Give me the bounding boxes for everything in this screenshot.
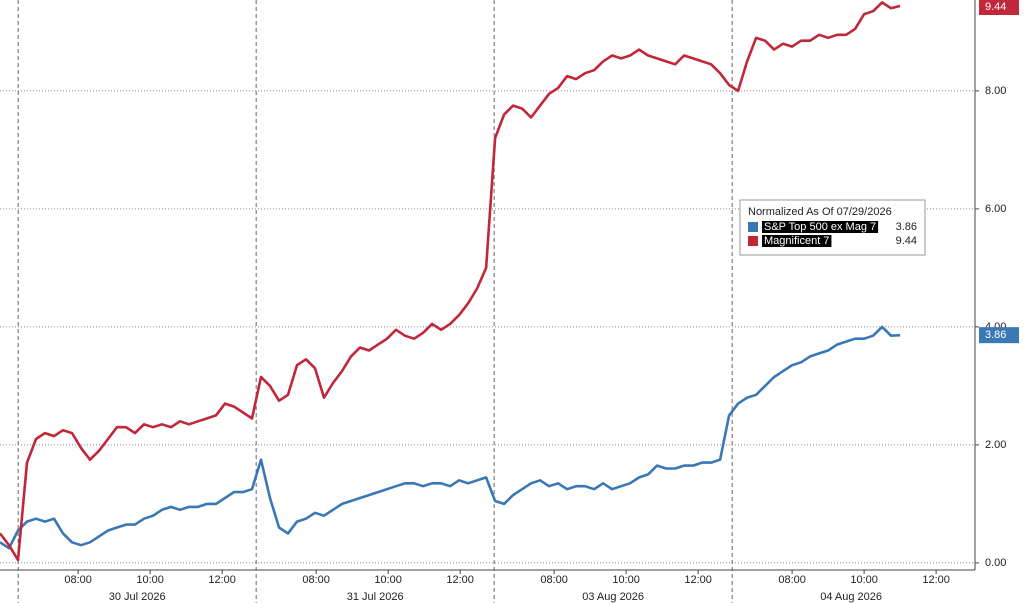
y-tick-label: 8.00 (985, 85, 1006, 97)
legend-title: Normalized As Of 07/29/2026 (748, 206, 892, 218)
legend-swatch (748, 222, 758, 232)
y-tick-label: 2.00 (985, 439, 1006, 451)
y-tick-label: 0.00 (985, 557, 1006, 569)
x-tick-label: 10:00 (374, 574, 402, 586)
series-line (0, 1, 901, 562)
x-tick-label: 08:00 (540, 574, 568, 586)
x-tick-label: 12:00 (208, 574, 236, 586)
legend-name: Magnificent 7 (764, 235, 829, 247)
y-tick-label: 6.00 (985, 203, 1006, 215)
legend-name-bg (762, 235, 832, 247)
legend-swatch (748, 236, 758, 246)
x-tick-label: 10:00 (612, 574, 640, 586)
date-label: 30 Jul 2026 (109, 591, 166, 603)
last-value-label: 3.86 (985, 329, 1006, 341)
legend-name-bg (762, 221, 879, 233)
x-tick-label: 08:00 (302, 574, 330, 586)
last-value-label: 9.44 (985, 1, 1006, 13)
series-line (0, 325, 901, 550)
legend-value: 3.86 (896, 221, 917, 233)
date-label: 04 Aug 2026 (820, 591, 882, 603)
x-tick-label: 08:00 (778, 574, 806, 586)
date-label: 31 Jul 2026 (347, 591, 404, 603)
x-tick-label: 08:00 (64, 574, 92, 586)
x-tick-label: 12:00 (446, 574, 474, 586)
last-value-tag (979, 0, 1019, 15)
x-tick-label: 12:00 (922, 574, 950, 586)
last-value-tag (979, 327, 1019, 344)
x-tick-label: 12:00 (684, 574, 712, 586)
x-tick-label: 10:00 (850, 574, 878, 586)
date-label: 03 Aug 2026 (582, 591, 644, 603)
x-tick-label: 10:00 (136, 574, 164, 586)
legend-name: S&P Top 500 ex Mag 7 (764, 221, 876, 233)
legend-value: 9.44 (896, 235, 917, 247)
